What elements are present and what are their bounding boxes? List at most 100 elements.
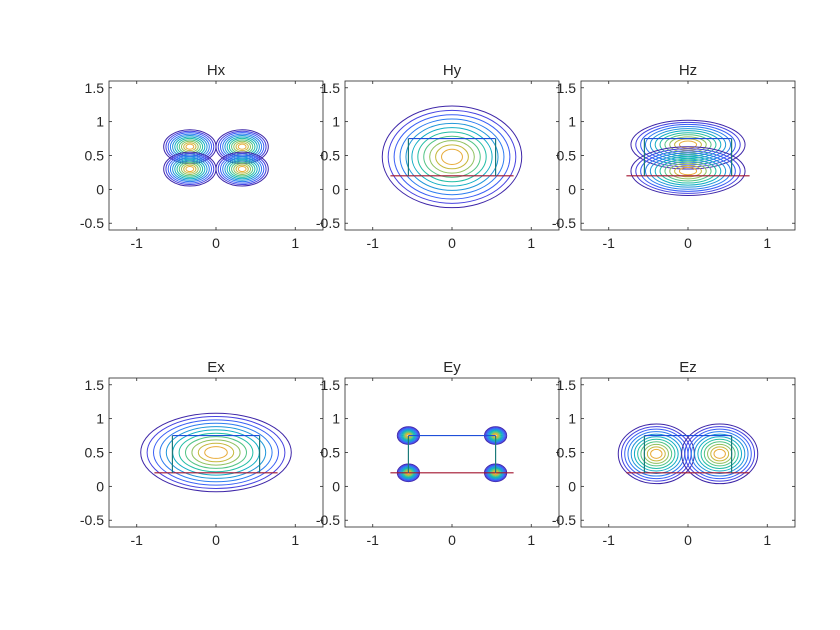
contour-line — [710, 446, 730, 462]
waveguide-outline — [390, 137, 514, 177]
contour-line — [219, 154, 265, 184]
x-tick-label: 1 — [763, 235, 771, 251]
contour-line — [640, 150, 736, 192]
contour-line — [654, 156, 722, 186]
waveguide-outline — [154, 434, 278, 474]
contour-line — [217, 153, 267, 186]
contour-line — [235, 164, 249, 174]
contour-line — [630, 146, 746, 196]
y-tick-label: 1 — [568, 411, 576, 427]
contour-line — [222, 133, 263, 160]
y-tick-label: -0.5 — [80, 215, 104, 231]
y-tick-label: 0 — [332, 181, 340, 197]
contour-lines — [617, 423, 759, 485]
x-tick-label: 0 — [448, 235, 456, 251]
contour-line — [713, 448, 726, 459]
y-tick-label: -0.5 — [80, 512, 104, 528]
contour-lines — [381, 105, 523, 209]
contour-line — [159, 422, 273, 483]
contour-line — [659, 158, 717, 184]
contour-line — [681, 423, 759, 485]
y-tick-label: 0.5 — [557, 148, 577, 164]
contour-line — [176, 160, 204, 178]
contour-line — [178, 432, 254, 473]
contour-line — [178, 139, 201, 155]
contour-line — [650, 448, 663, 459]
contour-line — [649, 128, 727, 162]
contour-line — [222, 155, 263, 183]
x-tick-label: -1 — [603, 235, 616, 251]
contour-line — [646, 446, 666, 462]
contour-line — [640, 441, 673, 467]
y-tick-label: -0.5 — [316, 215, 340, 231]
x-tick-label: 0 — [212, 235, 220, 251]
contour-line — [684, 426, 756, 482]
contour-line — [185, 166, 195, 173]
waveguide-outline — [390, 434, 514, 474]
subplot-ez: Ez -1 0 1 -0.5 0 0.5 1 1.5 — [552, 359, 796, 548]
contour-line — [429, 140, 475, 174]
axes-box — [580, 80, 796, 231]
contour-line — [700, 438, 739, 469]
contour-line — [664, 160, 712, 182]
contour-line — [180, 163, 199, 175]
y-tick-label: 1.5 — [85, 80, 105, 96]
x-tick-label: -1 — [367, 235, 380, 251]
contour-line — [387, 109, 517, 204]
contour-line — [172, 157, 208, 181]
subplot-ey: Ey -1 0 1 -0.5 0 0.5 1 1.5 — [316, 359, 560, 548]
x-tick-label: -1 — [603, 532, 616, 548]
contour-line — [204, 446, 228, 459]
contour-line — [165, 426, 267, 479]
subplot-title: Hx — [207, 62, 226, 79]
x-tick-label: 0 — [212, 532, 220, 548]
contour-line — [690, 431, 749, 477]
y-tick-label: 1 — [332, 114, 340, 130]
subplot-title: Ez — [679, 359, 697, 376]
y-tick-label: 1 — [96, 411, 104, 427]
contour-line — [630, 433, 682, 475]
y-tick-label: 0 — [96, 478, 104, 494]
contour-line — [233, 163, 252, 175]
x-tick-label: 0 — [448, 532, 456, 548]
contour-lines — [163, 129, 269, 187]
y-tick-label: 0 — [332, 478, 340, 494]
contour-line — [417, 131, 487, 183]
contour-line — [237, 166, 247, 173]
x-tick-label: 1 — [527, 235, 535, 251]
contour-line — [381, 105, 523, 209]
contour-line — [215, 151, 269, 187]
contour-line — [231, 161, 254, 177]
contour-line — [633, 436, 679, 472]
contour-line — [237, 143, 247, 150]
contour-line — [405, 122, 499, 191]
x-tick-label: -1 — [131, 532, 144, 548]
contour-line — [235, 142, 249, 152]
x-tick-label: 1 — [763, 532, 771, 548]
axes-box — [344, 377, 560, 528]
contour-line — [627, 431, 686, 477]
contour-line — [678, 166, 698, 176]
axes-box — [108, 80, 324, 231]
y-tick-label: -0.5 — [316, 512, 340, 528]
y-tick-label: 0 — [96, 181, 104, 197]
contour-line — [617, 423, 695, 485]
y-tick-label: 0 — [568, 478, 576, 494]
contour-line — [226, 158, 258, 180]
y-tick-label: 0.5 — [321, 148, 341, 164]
y-tick-label: 0.5 — [321, 445, 341, 461]
y-tick-label: 0.5 — [85, 148, 105, 164]
y-tick-label: 1 — [96, 114, 104, 130]
y-tick-label: 0.5 — [557, 445, 577, 461]
contour-line — [674, 164, 702, 178]
x-tick-label: 0 — [684, 235, 692, 251]
subplot-title: Ex — [207, 359, 225, 376]
contour-line — [163, 151, 217, 187]
subplot-hx: Hx -1 0 1 -0.5 0 0.5 1 1.5 — [80, 62, 324, 251]
subplot-hy: Hy -1 0 1 -0.5 0 0.5 1 1.5 — [316, 62, 560, 251]
y-tick-label: -0.5 — [552, 215, 576, 231]
contour-line — [697, 436, 743, 472]
waveguide-outline — [626, 137, 750, 177]
contour-line — [140, 412, 292, 493]
